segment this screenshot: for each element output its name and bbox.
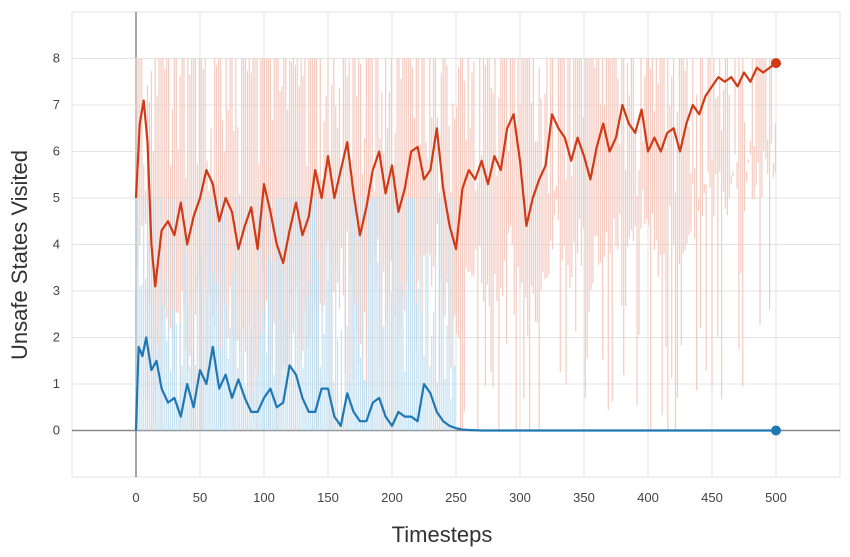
x-tick-label: 450 xyxy=(701,490,723,505)
x-tick-label: 500 xyxy=(765,490,787,505)
series-line-b xyxy=(134,336,776,432)
y-tick-label: 8 xyxy=(53,51,60,66)
x-tick-label: 350 xyxy=(573,490,595,505)
x-tick-label: 100 xyxy=(253,490,275,505)
y-tick-label: 7 xyxy=(53,97,60,112)
x-tick-label: 400 xyxy=(637,490,659,505)
y-tick-label: 2 xyxy=(53,330,60,345)
x-axis-title: Timesteps xyxy=(392,522,493,547)
series-end-point-a xyxy=(771,58,781,69)
x-tick-label: 200 xyxy=(381,490,403,505)
y-tick-label: 0 xyxy=(53,423,60,438)
series-end-point-b xyxy=(771,425,781,436)
x-tick-label: 0 xyxy=(132,490,139,505)
x-tick-label: 50 xyxy=(193,490,207,505)
y-axis-title: Unsafe States Visited xyxy=(7,150,32,360)
y-tick-label: 5 xyxy=(53,190,60,205)
y-tick-label: 3 xyxy=(53,283,60,298)
x-tick-label: 300 xyxy=(509,490,531,505)
x-tick-label: 250 xyxy=(445,490,467,505)
raw-noise-bands xyxy=(135,58,776,431)
series-line-a xyxy=(134,62,777,288)
y-tick-label: 6 xyxy=(53,144,60,159)
tick-labels: 0 50 100 150 200 250 300 350 400 450 500 0 1 2 3 4 5 6 7 8 xyxy=(53,51,787,506)
x-tick-label: 150 xyxy=(317,490,339,505)
series-lines xyxy=(134,58,781,436)
y-tick-label: 4 xyxy=(53,237,60,252)
y-tick-label: 1 xyxy=(53,376,60,391)
